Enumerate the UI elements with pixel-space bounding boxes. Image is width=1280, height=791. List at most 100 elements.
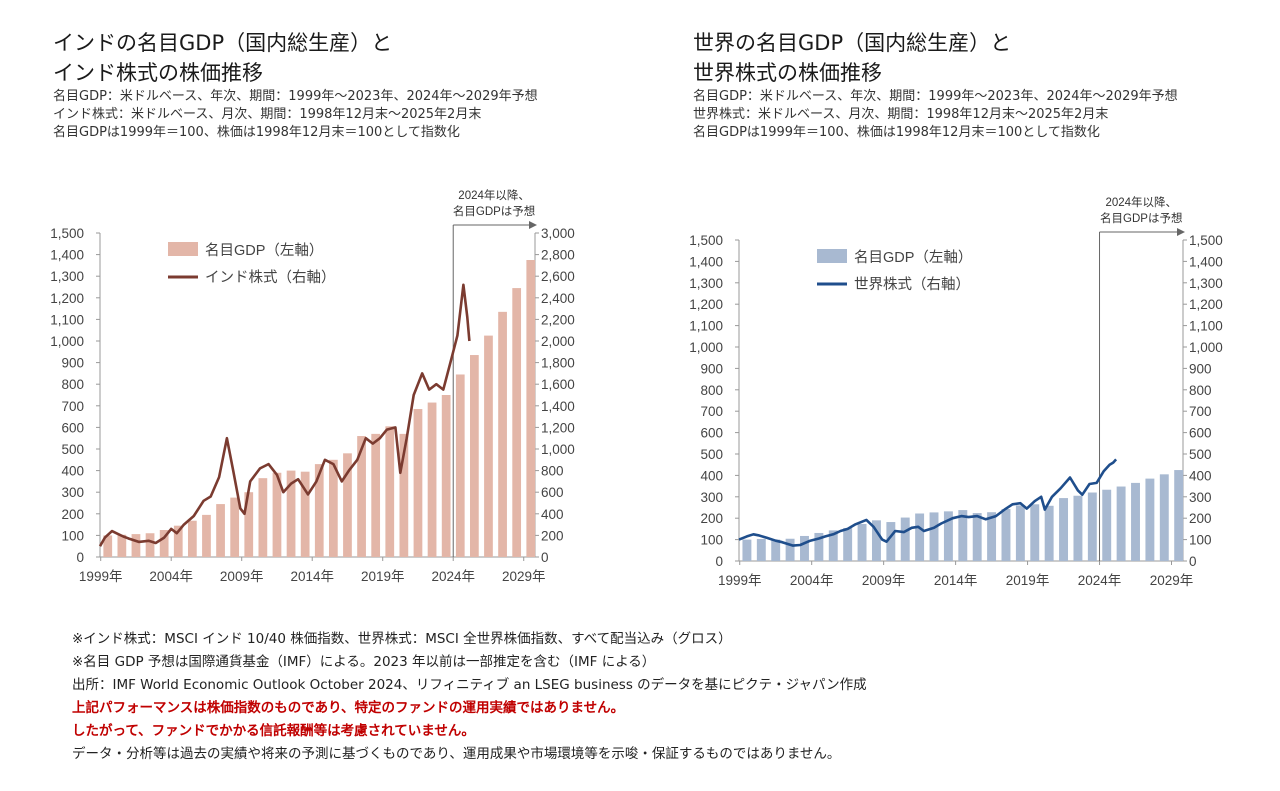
left-tick-label: 0 bbox=[715, 554, 723, 569]
right-tick-label: 2,600 bbox=[541, 269, 575, 284]
right-tick-label: 1,500 bbox=[1189, 233, 1223, 248]
left-tick-label: 300 bbox=[700, 490, 723, 505]
x-tick-label: 1999年 bbox=[718, 573, 762, 588]
gdp-bar bbox=[357, 436, 366, 557]
left-tick-label: 400 bbox=[61, 464, 84, 479]
world-subtitle-line-2: 世界株式：米ドルベース、月次、期間：1998年12月末～2025年2月末 bbox=[693, 107, 1109, 122]
x-tick-label: 2014年 bbox=[290, 569, 334, 584]
gdp-bar bbox=[159, 530, 169, 557]
left-tick-label: 200 bbox=[61, 507, 84, 522]
left-tick-label: 1,000 bbox=[50, 334, 84, 349]
gdp-bar bbox=[455, 374, 465, 557]
legend-line-label: 世界株式（右軸） bbox=[854, 276, 970, 293]
right-tick-label: 0 bbox=[1189, 554, 1197, 569]
footnote-line: ※名目 GDP 予想は国際通貨基金（IMF）による。2023 年以前は一部推定を… bbox=[72, 654, 656, 670]
right-tick-label: 1,000 bbox=[1189, 340, 1223, 355]
gdp-bar bbox=[314, 464, 324, 557]
footnote-line: ※インド株式：MSCI インド 10/40 株価指数、世界株式：MSCI 全世界… bbox=[72, 631, 732, 647]
left-tick-label: 1,400 bbox=[689, 254, 723, 269]
left-tick-label: 300 bbox=[61, 485, 84, 500]
gdp-bar bbox=[469, 355, 479, 557]
gdp-bar bbox=[1087, 492, 1097, 561]
right-tick-label: 400 bbox=[1189, 468, 1212, 483]
left-tick-label: 900 bbox=[700, 361, 723, 376]
gdp-bar bbox=[258, 478, 268, 557]
india-chart-plot: 0 100 200 300 400 500 600 700 800 900 1,000 1,100 1,… bbox=[50, 188, 575, 584]
legend-line-label: インド株式（右軸） bbox=[205, 269, 336, 286]
right-tick-label: 700 bbox=[1189, 404, 1212, 419]
gdp-bar bbox=[145, 533, 155, 557]
gdp-bar bbox=[929, 512, 939, 561]
world-title-line-2: 世界株式の株価推移 bbox=[693, 61, 882, 85]
right-tick-label: 2,800 bbox=[541, 248, 575, 263]
footnote-line: 出所：IMF World Economic Outlook October 20… bbox=[72, 677, 867, 693]
right-tick-label: 1,400 bbox=[541, 399, 575, 414]
left-tick-label: 1,100 bbox=[50, 312, 84, 327]
left-tick-label: 100 bbox=[61, 528, 84, 543]
left-tick-label: 1,200 bbox=[50, 291, 84, 306]
india-chart-panel: インドの名目GDP（国内総生産）と インド株式の株価推移 名目GDP：米ドルベー… bbox=[0, 0, 640, 600]
gdp-bar bbox=[385, 426, 395, 557]
right-tick-label: 900 bbox=[1189, 361, 1212, 376]
gdp-bar bbox=[216, 504, 225, 557]
gdp-bar bbox=[230, 497, 240, 557]
gdp-bar bbox=[800, 535, 809, 561]
left-tick-label: 0 bbox=[76, 550, 84, 565]
x-tick-label: 1999年 bbox=[79, 569, 123, 584]
gdp-bar bbox=[244, 492, 254, 557]
right-tick-label: 200 bbox=[541, 528, 564, 543]
left-tick-label: 500 bbox=[61, 442, 84, 457]
gdp-bar bbox=[1159, 474, 1169, 561]
forecast-annotation-line-2: 名目GDPは予想 bbox=[1100, 211, 1182, 225]
world-title-line-1: 世界の名目GDP（国内総生産）と bbox=[693, 31, 1012, 55]
gdp-bar bbox=[1145, 478, 1155, 561]
x-tick-label: 2014年 bbox=[934, 573, 978, 588]
forecast-arrow-head bbox=[529, 221, 537, 229]
left-tick-label: 100 bbox=[700, 533, 723, 548]
india-title-line-1: インドの名目GDP（国内総生産）と bbox=[53, 31, 393, 55]
gdp-bar bbox=[399, 433, 409, 557]
left-tick-label: 1,400 bbox=[50, 248, 84, 263]
gdp-bar bbox=[1116, 486, 1126, 561]
gdp-bar bbox=[1030, 504, 1040, 561]
legend-bar-label: 名目GDP（左軸） bbox=[205, 242, 323, 259]
forecast-arrow-head bbox=[1177, 228, 1185, 236]
world-subtitle-line-1: 名目GDP：米ドルベース、年次、期間：1999年～2023年、2024年～202… bbox=[693, 89, 1178, 104]
india-chart-subtitle: 名目GDP：米ドルベース、年次、期間：1999年～2023年、2024年～202… bbox=[53, 88, 538, 142]
world-chart-panel: 世界の名目GDP（国内総生産）と 世界株式の株価推移 名目GDP：米ドルベース、… bbox=[640, 0, 1280, 600]
gdp-bar bbox=[498, 311, 507, 557]
forecast-annotation-line-1: 2024年以降、 bbox=[458, 188, 530, 202]
left-tick-label: 600 bbox=[700, 426, 723, 441]
right-tick-label: 800 bbox=[1189, 383, 1212, 398]
gdp-bar bbox=[526, 260, 536, 557]
gdp-bar bbox=[886, 522, 896, 561]
right-tick-label: 1,200 bbox=[1189, 297, 1223, 312]
gdp-bar bbox=[1015, 505, 1025, 561]
left-tick-label: 1,200 bbox=[689, 297, 723, 312]
gdp-bar bbox=[915, 513, 925, 561]
india-subtitle-line-1: 名目GDP：米ドルベース、年次、期間：1999年～2023年、2024年～202… bbox=[53, 89, 538, 104]
gdp-bar bbox=[1102, 489, 1112, 561]
world-subtitle-line-3: 名目GDPは1999年＝100、株価は1998年12月末＝100として指数化 bbox=[693, 125, 1100, 140]
world-chart-subtitle: 名目GDP：米ドルベース、年次、期間：1999年～2023年、2024年～202… bbox=[693, 88, 1178, 142]
left-tick-label: 1,500 bbox=[50, 226, 84, 241]
india-subtitle-line-3: 名目GDPは1999年＝100、株価は1998年12月末＝100として指数化 bbox=[53, 125, 460, 140]
right-tick-label: 2,200 bbox=[541, 312, 575, 327]
x-tick-label: 2019年 bbox=[1006, 573, 1050, 588]
stock-price-line bbox=[738, 458, 1118, 547]
gdp-bar bbox=[1131, 482, 1140, 561]
gdp-bar bbox=[742, 539, 752, 561]
x-tick-label: 2019年 bbox=[361, 569, 405, 584]
disclaimer-line: 上記パフォーマンスは株価指数のものであり、特定のファンドの運用実績ではありません… bbox=[72, 700, 625, 716]
right-tick-label: 800 bbox=[541, 464, 564, 479]
left-tick-label: 500 bbox=[700, 447, 723, 462]
india-subtitle-line-2: インド株式：米ドルベース、月次、期間：1998年12月末～2025年2月末 bbox=[53, 107, 482, 122]
gdp-bar bbox=[131, 534, 141, 557]
right-tick-label: 600 bbox=[541, 485, 564, 500]
right-tick-label: 100 bbox=[1189, 533, 1212, 548]
gdp-bar bbox=[828, 530, 838, 561]
gdp-bar bbox=[814, 532, 824, 561]
x-tick-label: 2009年 bbox=[220, 569, 264, 584]
left-tick-label: 800 bbox=[61, 377, 84, 392]
left-tick-label: 400 bbox=[700, 468, 723, 483]
